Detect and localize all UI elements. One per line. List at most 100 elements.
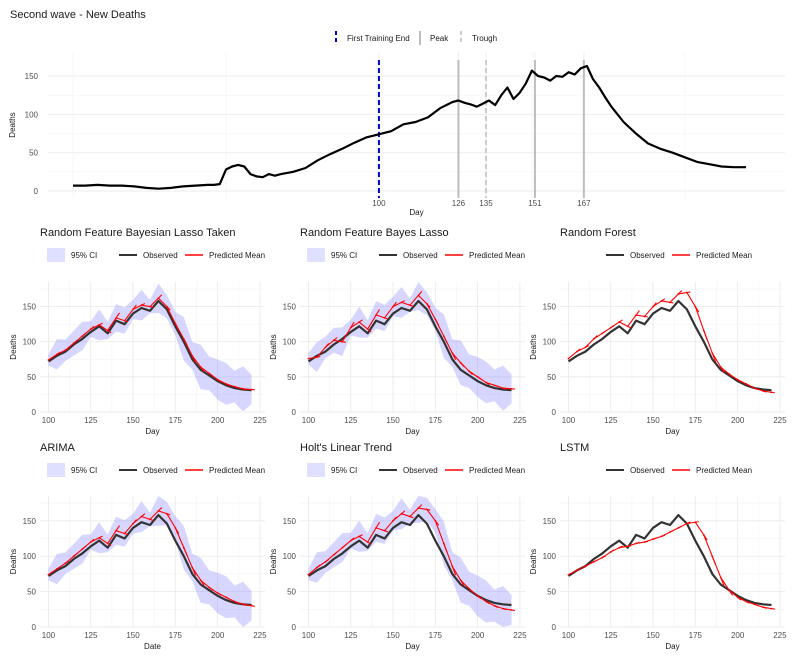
predicted-point (451, 352, 454, 354)
panel-title: Random Feature Bayes Lasso (300, 227, 449, 239)
predicted-segment (610, 319, 623, 329)
panel-title: Holt's Linear Trend (300, 442, 392, 454)
predicted-segment (115, 530, 129, 536)
predicted-segment (107, 525, 120, 544)
predicted-point (115, 316, 118, 319)
predicted-point (702, 329, 705, 332)
predicted-point (174, 322, 177, 325)
panel-y-tick-label: 0 (552, 408, 557, 417)
panel-y-tick-label: 150 (23, 517, 37, 526)
predicted-segment (375, 527, 389, 533)
predicted-segment (409, 291, 423, 306)
panel-rf_bayes_lasso_taken: Random Feature Bayesian Lasso Taken 95% C… (9, 227, 267, 436)
predicted-segment (191, 355, 205, 372)
predicted-point (208, 586, 211, 589)
predicted-point (191, 354, 194, 357)
panel-x-tick-label: 200 (471, 416, 485, 425)
predicted-point (510, 609, 513, 611)
panel-y-tick-label: 100 (543, 552, 557, 561)
predicted-point (307, 357, 310, 360)
predicted-point (225, 596, 227, 599)
ci-band (308, 496, 512, 627)
predicted-segment (242, 603, 255, 607)
panel-x-tick-label: 150 (126, 631, 140, 640)
predicted-point (677, 293, 680, 295)
predicted-point (719, 576, 722, 579)
predicted-point (643, 541, 646, 543)
predicted-point (123, 532, 126, 535)
panel-y-tick-label: 50 (27, 373, 36, 382)
overview-y-tick-label: 0 (34, 187, 39, 196)
panel-x-tick-label: 125 (344, 416, 358, 425)
panel-x-tick-label: 175 (429, 416, 443, 425)
predicted-point (502, 607, 504, 610)
panel-y-tick-label: 100 (23, 552, 37, 561)
panel-x-tick-label: 100 (562, 631, 576, 640)
predicted-segment (502, 608, 515, 612)
figure-title: Second wave - New Deaths (10, 9, 146, 21)
predicted-segment (98, 324, 112, 334)
panel-x-tick-label: 150 (646, 631, 660, 640)
legend-predicted-label: Predicted Mean (469, 466, 525, 475)
predicted-point (383, 529, 386, 532)
panel-title: ARIMA (40, 442, 76, 454)
legend-observed-label: Observed (630, 466, 665, 475)
predicted-point (47, 573, 50, 576)
legend-predicted-label: Predicted Mean (209, 251, 265, 260)
panel-x-tick-label: 175 (689, 631, 703, 640)
predicted-point (476, 594, 479, 597)
predicted-point (417, 507, 420, 509)
predicted-segment (98, 537, 112, 547)
predicted-point (753, 603, 756, 606)
predicted-point (685, 522, 688, 525)
predicted-point (233, 385, 236, 388)
predicted-point (307, 573, 310, 576)
panel-y-tick-label: 50 (287, 373, 296, 382)
predicted-segment (90, 535, 103, 543)
ci-band (48, 283, 252, 412)
predicted-point (694, 521, 697, 524)
predicted-point (592, 560, 595, 563)
predicted-point (711, 352, 714, 354)
legend-peak-label: Peak (430, 34, 449, 43)
predicted-segment (686, 292, 700, 313)
predicted-point (140, 515, 143, 518)
panel-y-tick-label: 100 (283, 338, 297, 347)
predicted-point (250, 388, 253, 391)
predicted-point (660, 535, 663, 538)
predicted-point (601, 556, 604, 559)
predicted-point (660, 300, 663, 302)
panel-x-tick-label: 125 (604, 631, 618, 640)
predicted-point (626, 545, 629, 548)
observed-line (567, 514, 772, 607)
predicted-segment (686, 521, 699, 525)
legend-trough-label: Trough (472, 34, 497, 43)
predicted-segment (762, 390, 775, 394)
panel-x-tick-label: 100 (42, 631, 56, 640)
predicted-point (56, 568, 58, 570)
predicted-segment (451, 565, 465, 587)
predicted-segment (242, 388, 255, 391)
predicted-point (89, 541, 92, 543)
predicted-point (685, 291, 688, 294)
predicted-point (745, 600, 747, 603)
predicted-segment (350, 319, 363, 329)
predicted-segment (367, 521, 380, 543)
predicted-segment (132, 513, 146, 525)
predicted-point (64, 562, 67, 565)
predicted-point (165, 512, 168, 515)
predicted-point (98, 536, 101, 539)
predicted-point (694, 305, 697, 308)
panel-y-tick-label: 0 (292, 623, 297, 632)
predicted-segment (443, 335, 457, 360)
panel-x-tick-label: 200 (731, 416, 745, 425)
predicted-point (242, 387, 244, 390)
panel-rf_bayes_lasso: Random Feature Bayes Lasso 95% CI Observed… (269, 227, 527, 436)
predicted-point (106, 542, 109, 545)
predicted-segment (644, 302, 657, 317)
predicted-segment (392, 510, 406, 522)
panel-y-axis-label: Deaths (9, 549, 18, 574)
predicted-point (451, 565, 454, 568)
predicted-point (745, 382, 747, 385)
